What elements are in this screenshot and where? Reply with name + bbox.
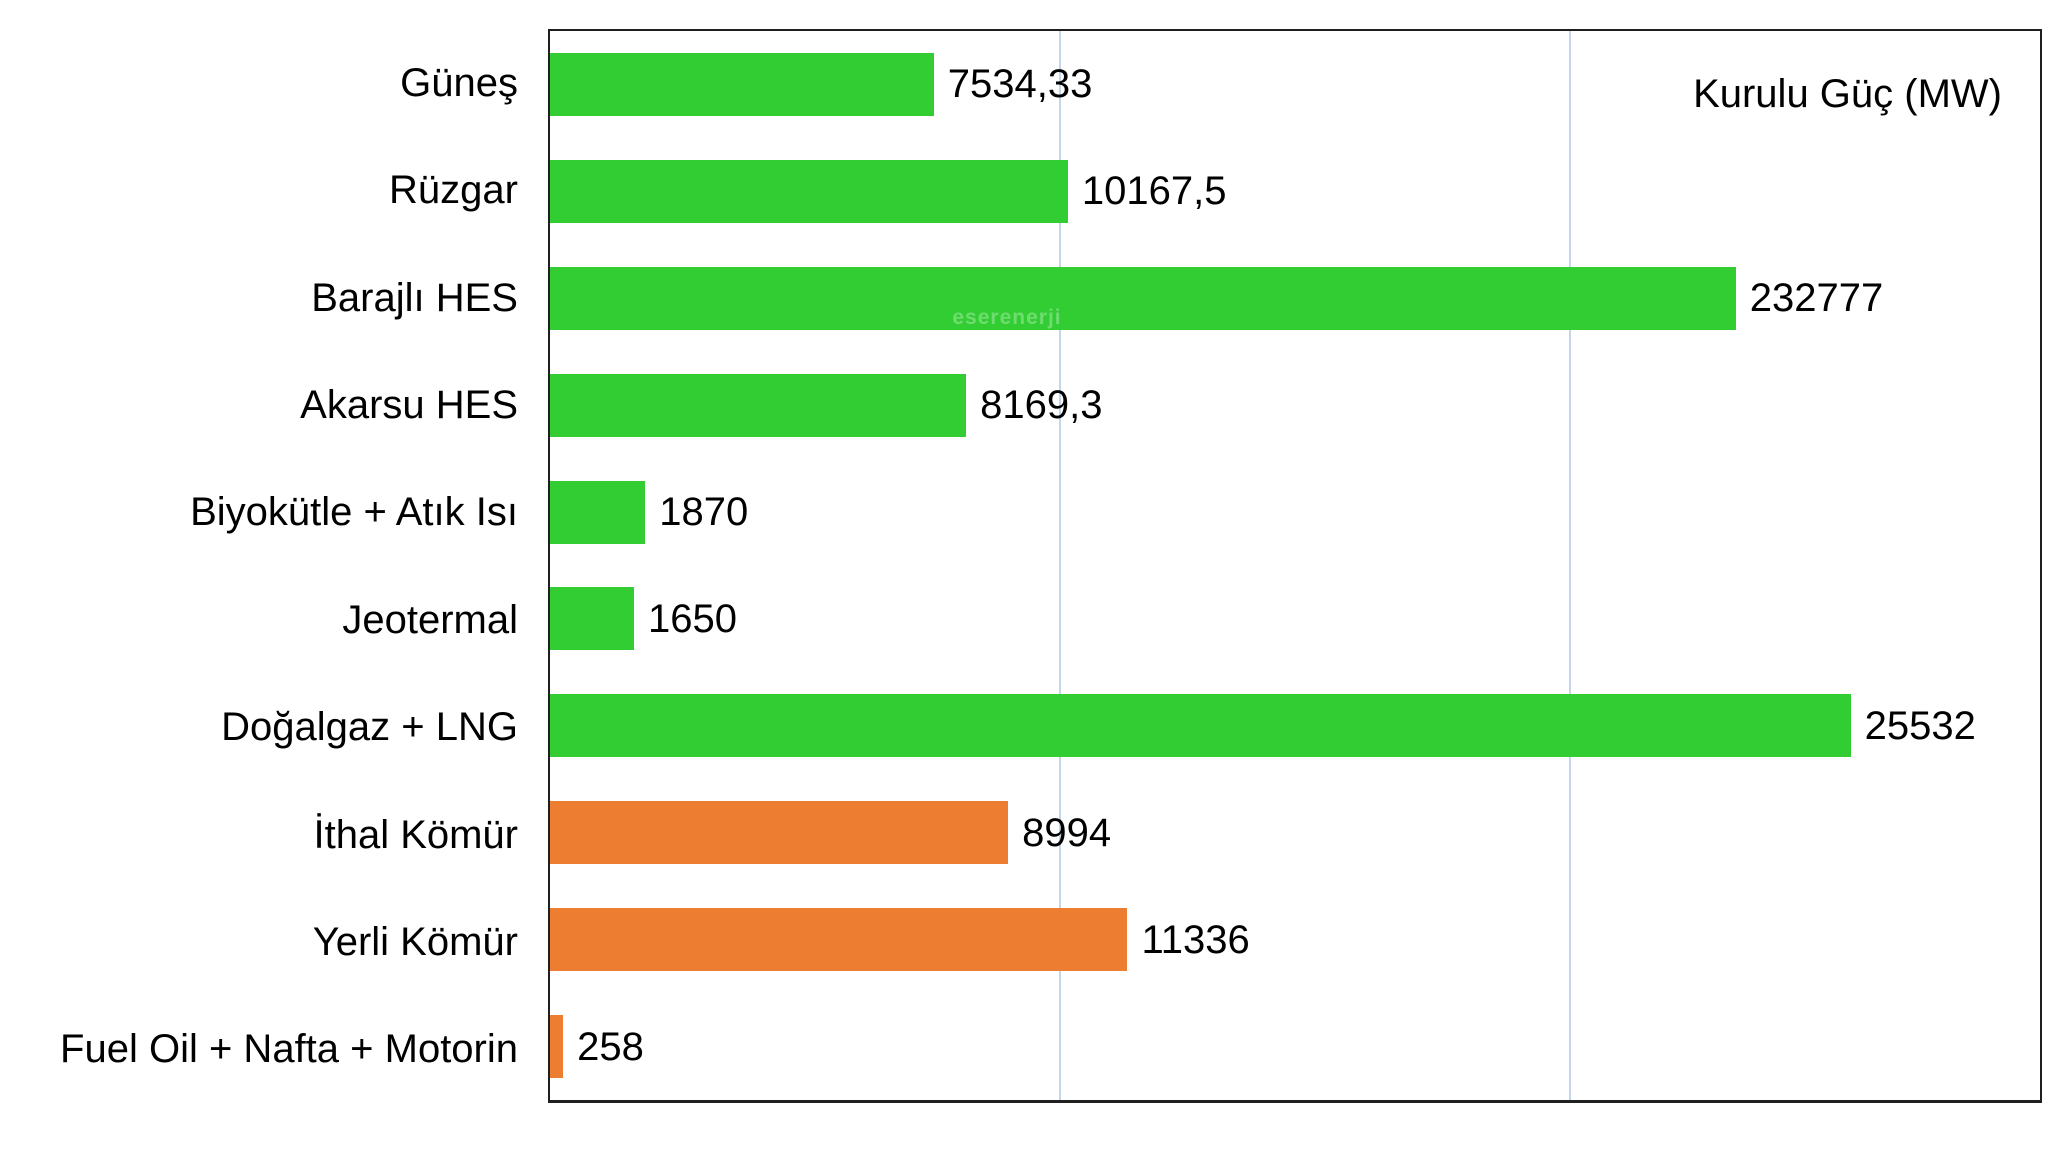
bar-value-label: 258 (577, 1024, 644, 1069)
bar-value-label: 25532 (1864, 703, 1976, 748)
category-label: Yerli Kömür (312, 919, 518, 964)
category-label: Fuel Oil + Nafta + Motorin (60, 1027, 518, 1072)
bar-value-label: 8169,3 (980, 383, 1103, 428)
category-label: Akarsu HES (300, 382, 518, 427)
bar (550, 694, 1851, 758)
bar (550, 373, 967, 437)
bar (550, 52, 934, 116)
category-axis: Güneş Rüzgar Barajlı HES Akarsu HES Biyokütl… (0, 29, 548, 1103)
category-label: Biyokütle + Atık Isı (190, 490, 518, 535)
gridline-layer (550, 31, 2040, 1100)
legend-series-title: Kurulu Güç (MW) (1693, 72, 2002, 116)
bar-value-label: 7534,33 (947, 62, 1093, 107)
bar-row: 7534,33 (550, 31, 2040, 138)
bar-row: 232777 (550, 245, 2040, 352)
bar-rows: 7534,33 10167,5 232777 8169,3 1870 1650 25532 8… (550, 31, 2040, 1100)
category-label: Jeotermal (342, 597, 518, 642)
category-label: Doğalgaz + LNG (221, 705, 518, 750)
bar-value-label: 1870 (659, 490, 749, 535)
bar-row: 25532 (550, 672, 2040, 779)
bar (550, 480, 646, 544)
category-label: Rüzgar (389, 168, 518, 213)
bar (550, 159, 1068, 223)
gridline (1059, 31, 1062, 1100)
bar-row: 8994 (550, 779, 2040, 886)
bar-row: 1870 (550, 459, 2040, 566)
bar-row: 258 (550, 993, 2040, 1100)
bar-value-label: 10167,5 (1081, 169, 1227, 214)
bar-value-label: 11336 (1141, 917, 1250, 962)
bar (550, 1015, 564, 1079)
bar (550, 908, 1128, 972)
bar-row: 10167,5 (550, 138, 2040, 245)
bar (550, 587, 635, 651)
gridline (1568, 31, 1571, 1100)
bar-value-label: 232777 (1749, 276, 1884, 321)
category-label: Güneş (400, 60, 518, 105)
bar-value-label: 1650 (648, 596, 738, 641)
bar (550, 266, 1736, 330)
category-label: İthal Kömür (313, 812, 518, 857)
watermark: eserenerji (952, 306, 1062, 329)
bar-value-label: 8994 (1022, 810, 1112, 855)
bar-row: 8169,3 (550, 352, 2040, 459)
bar-row: 1650 (550, 566, 2040, 673)
bar (550, 801, 1009, 865)
bar-row: 11336 (550, 886, 2040, 993)
plot-area: 7534,33 10167,5 232777 8169,3 1870 1650 25532 8… (548, 29, 2042, 1103)
category-label: Barajlı HES (311, 275, 518, 320)
